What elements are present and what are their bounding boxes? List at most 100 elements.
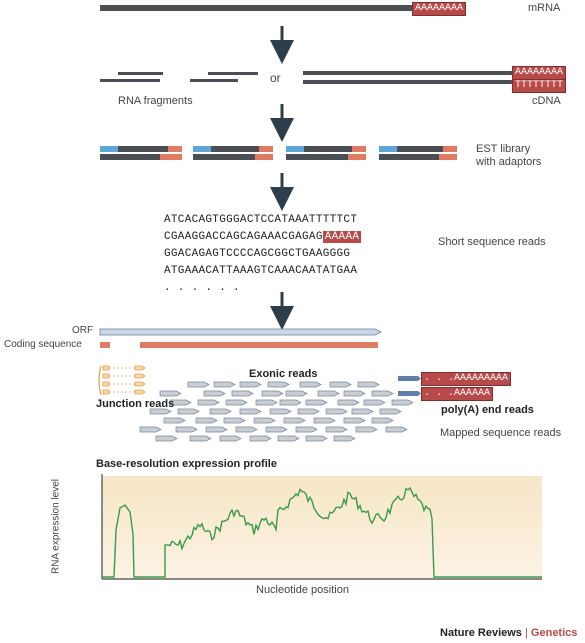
sequence-reads-block: ATCACAGTGGGACTCCATAAATTTTTCT CGAAGGACCAG…	[164, 212, 362, 297]
exonic-read	[213, 381, 236, 388]
exonic-read	[189, 435, 212, 442]
exonic-read	[317, 390, 340, 397]
exonic-read	[385, 426, 408, 433]
cdna-polya-tail: AAAAAAAA	[512, 66, 567, 80]
exonic-read	[261, 390, 284, 397]
exonic-read	[159, 390, 182, 397]
est-library-label: EST library with adaptors	[476, 143, 541, 169]
exonic-reads	[139, 381, 414, 442]
sequence-read-2-body: CGAAGGACCAGCAGAAACGAGAG	[164, 231, 323, 243]
rna-fragments	[100, 72, 258, 82]
exonic-read	[219, 435, 242, 442]
exonic-read	[299, 381, 322, 388]
exonic-read	[253, 417, 276, 424]
exonic-read	[177, 408, 200, 415]
exonic-read	[169, 399, 192, 406]
cdna-label: cDNA	[532, 95, 561, 107]
junction-reads-label: Junction reads	[96, 398, 175, 410]
sequence-read-2: CGAAGGACCAGCAGAAACGAGAG AAAAA	[164, 229, 362, 246]
exonic-read	[329, 381, 352, 388]
journal-section: Genetics	[530, 627, 578, 639]
exonic-reads-label: Exonic reads	[249, 368, 318, 380]
exonic-read	[175, 426, 198, 433]
exonic-read	[235, 426, 258, 433]
polya-reads-label: poly(A) end reads	[441, 404, 534, 416]
exonic-read	[231, 390, 254, 397]
junction-reads	[102, 365, 146, 395]
mapped-reads-label: Mapped sequence reads	[440, 427, 562, 439]
orf-label: ORF	[72, 325, 94, 336]
exonic-read	[195, 417, 218, 424]
exonic-read	[283, 417, 306, 424]
exonic-read	[239, 408, 262, 415]
exonic-read	[197, 399, 220, 406]
or-label: or	[270, 71, 281, 85]
exonic-read	[267, 381, 290, 388]
est-library-label-line1: EST library	[476, 143, 531, 155]
orf-bar	[99, 328, 382, 336]
rna-fragments-label: RNA fragments	[118, 95, 193, 107]
exonic-read	[155, 435, 178, 442]
short-reads-label: Short sequence reads	[438, 236, 546, 248]
exonic-read	[149, 408, 172, 415]
exonic-read	[337, 399, 360, 406]
sequence-read-ellipsis: . . . . . .	[164, 282, 240, 294]
est-library-fragments	[100, 146, 457, 160]
exonic-read	[205, 426, 228, 433]
exonic-read	[391, 399, 414, 406]
exonic-read	[285, 390, 308, 397]
expression-profile-line	[102, 486, 542, 578]
est-library-label-line2: with adaptors	[476, 156, 542, 168]
exonic-read	[239, 381, 262, 388]
exonic-read	[371, 390, 394, 397]
journal-credit: Nature Reviews | Genetics	[440, 627, 577, 639]
polya-read-1: . . .AAAAAAAAA	[421, 372, 512, 386]
polya-read-stubs	[398, 376, 421, 396]
exonic-read	[277, 435, 300, 442]
cdna-polyt-tail: TTTTTTTT	[512, 79, 567, 93]
exonic-read	[343, 390, 366, 397]
polya-read-2: . . .AAAAAA	[421, 387, 494, 401]
sequence-read-4: ATGAAACATTAAAGTCAAACAATATGAA	[164, 265, 358, 277]
mrna-polya-tail: AAAAAAAA	[412, 2, 467, 16]
exonic-read	[305, 435, 328, 442]
journal-name: Nature Reviews	[440, 627, 522, 639]
exonic-read	[325, 426, 348, 433]
exonic-read	[163, 417, 186, 424]
exonic-read	[357, 381, 380, 388]
exonic-read	[363, 399, 386, 406]
exonic-read	[351, 408, 374, 415]
exonic-read	[223, 417, 246, 424]
exonic-read	[249, 435, 272, 442]
exonic-read	[379, 408, 402, 415]
profile-ylabel: RNA expression level	[50, 478, 62, 575]
profile-xlabel: Nucleotide position	[256, 584, 349, 596]
exonic-read	[203, 390, 226, 397]
exonic-read	[371, 417, 394, 424]
coding-sequence-bar	[100, 342, 378, 348]
exonic-read	[225, 399, 248, 406]
exonic-read	[255, 399, 278, 406]
exonic-read	[279, 399, 302, 406]
exonic-read	[343, 417, 366, 424]
sequence-read-1: ATCACAGTGGGACTCCATAAATTTTTCT	[164, 214, 358, 226]
exonic-read	[265, 426, 288, 433]
exonic-read	[355, 426, 378, 433]
junction-bracket	[98, 365, 102, 396]
exonic-read	[295, 426, 318, 433]
sequence-read-2-polya: AAAAA	[322, 231, 362, 243]
exonic-read	[269, 408, 292, 415]
exonic-read	[313, 417, 336, 424]
exonic-read	[187, 381, 210, 388]
exonic-read	[325, 408, 348, 415]
mrna-strand	[100, 5, 412, 11]
exonic-read	[139, 426, 162, 433]
exonic-read	[305, 399, 328, 406]
coding-sequence-label: Coding sequence	[4, 339, 82, 350]
expression-profile	[101, 474, 542, 580]
credit-separator: |	[525, 627, 528, 639]
exonic-read	[333, 435, 356, 442]
sequence-read-3: GGACAGAGTCCCCAGCGGCTGAAGGGG	[164, 248, 351, 260]
exonic-read	[297, 408, 320, 415]
